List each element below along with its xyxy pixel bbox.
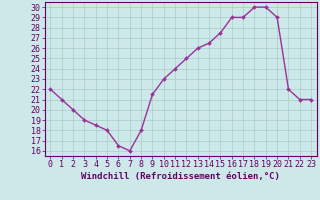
X-axis label: Windchill (Refroidissement éolien,°C): Windchill (Refroidissement éolien,°C)	[81, 172, 280, 181]
